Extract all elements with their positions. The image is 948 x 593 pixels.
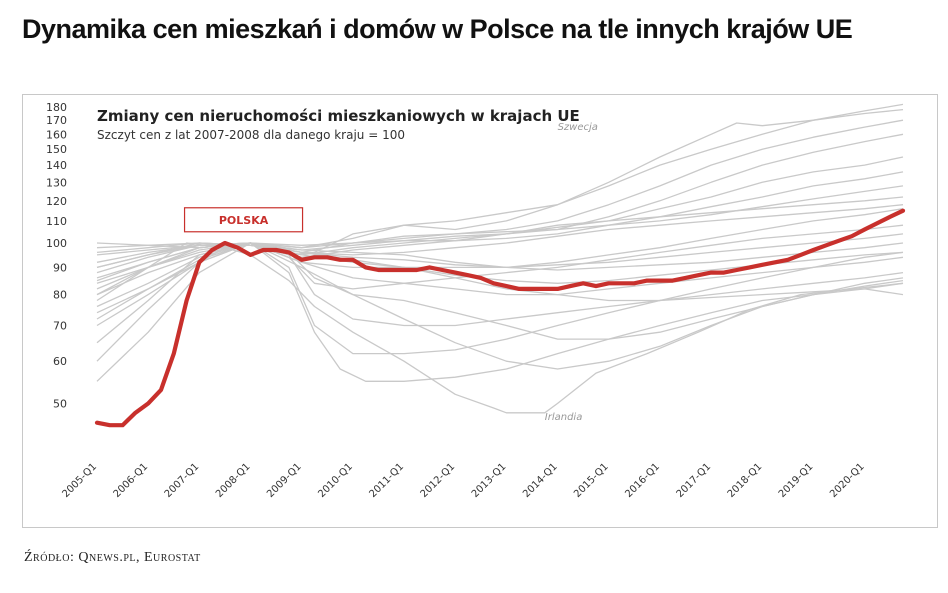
x-tick-label: 2020-Q1	[828, 461, 867, 500]
y-tick-label: 160	[46, 128, 67, 141]
series-line-irlandia	[96, 242, 904, 414]
highlight-series-group	[94, 208, 906, 428]
series-line-country-20	[96, 242, 904, 344]
x-tick-label: 2011-Q1	[367, 461, 406, 500]
series-line-country-4	[96, 119, 904, 282]
y-tick-label: 90	[53, 261, 67, 274]
x-tick-label: 2015-Q1	[572, 461, 611, 500]
polska-label-box	[183, 207, 304, 233]
background-series-group	[96, 103, 904, 414]
x-tick-label: 2018-Q1	[726, 461, 765, 500]
chart-subtitle: Szczyt cen z lat 2007-2008 dla danego kr…	[97, 128, 405, 142]
y-tick-label: 50	[53, 397, 67, 410]
y-tick-label: 180	[46, 101, 67, 114]
chart-frame: 50 60 70 80 90 100 110 120 130 140 150 160 170 180 20…	[22, 94, 938, 528]
x-tick-label: 2014-Q1	[521, 461, 560, 500]
x-tick-label: 2012-Q1	[419, 461, 458, 500]
y-tick-label: 110	[46, 215, 67, 228]
y-tick-label: 60	[53, 355, 67, 368]
y-tick-label: 130	[46, 176, 67, 189]
x-tick-labels: 2005-Q1 2006-Q1 2007-Q1 2008-Q1 2009-Q1 2010-…	[60, 461, 866, 500]
series-line-country-19	[96, 242, 904, 382]
x-tick-label: 2010-Q1	[316, 461, 355, 500]
szwecja-label: Szwecja	[558, 122, 598, 133]
annotations-group: POLSKA Szwecja Irlandia	[183, 122, 598, 423]
series-line-country-8	[96, 185, 904, 256]
x-tick-label: 2005-Q1	[60, 461, 99, 500]
polska-label: POLSKA	[219, 214, 269, 227]
y-tick-label: 140	[46, 159, 67, 172]
y-tick-label: 170	[46, 114, 67, 127]
page-title: Dynamika cen mieszkań i domów w Polsce n…	[22, 14, 853, 44]
x-tick-label: 2007-Q1	[163, 461, 202, 500]
series-line-country-18	[96, 242, 904, 362]
x-tick-label: 2013-Q1	[470, 461, 509, 500]
x-tick-label: 2017-Q1	[675, 461, 714, 500]
x-tick-label: 2009-Q1	[265, 461, 304, 500]
y-tick-label: 80	[53, 289, 67, 302]
x-tick-label: 2008-Q1	[214, 461, 253, 500]
x-tick-label: 2006-Q1	[112, 461, 151, 500]
series-line-polska	[94, 208, 906, 428]
y-tick-label: 150	[46, 143, 67, 156]
y-tick-label: 100	[46, 237, 67, 250]
chart-title: Zmiany cen nieruchomości mieszkaniowych …	[97, 107, 580, 125]
x-tick-label: 2016-Q1	[623, 461, 662, 500]
y-tick-label: 70	[53, 320, 67, 333]
source-note: Źródło: Qnews.pl, Eurostat	[24, 550, 201, 565]
irlandia-label: Irlandia	[545, 412, 583, 423]
y-tick-label: 120	[46, 195, 67, 208]
x-tick-label: 2019-Q1	[777, 461, 816, 500]
